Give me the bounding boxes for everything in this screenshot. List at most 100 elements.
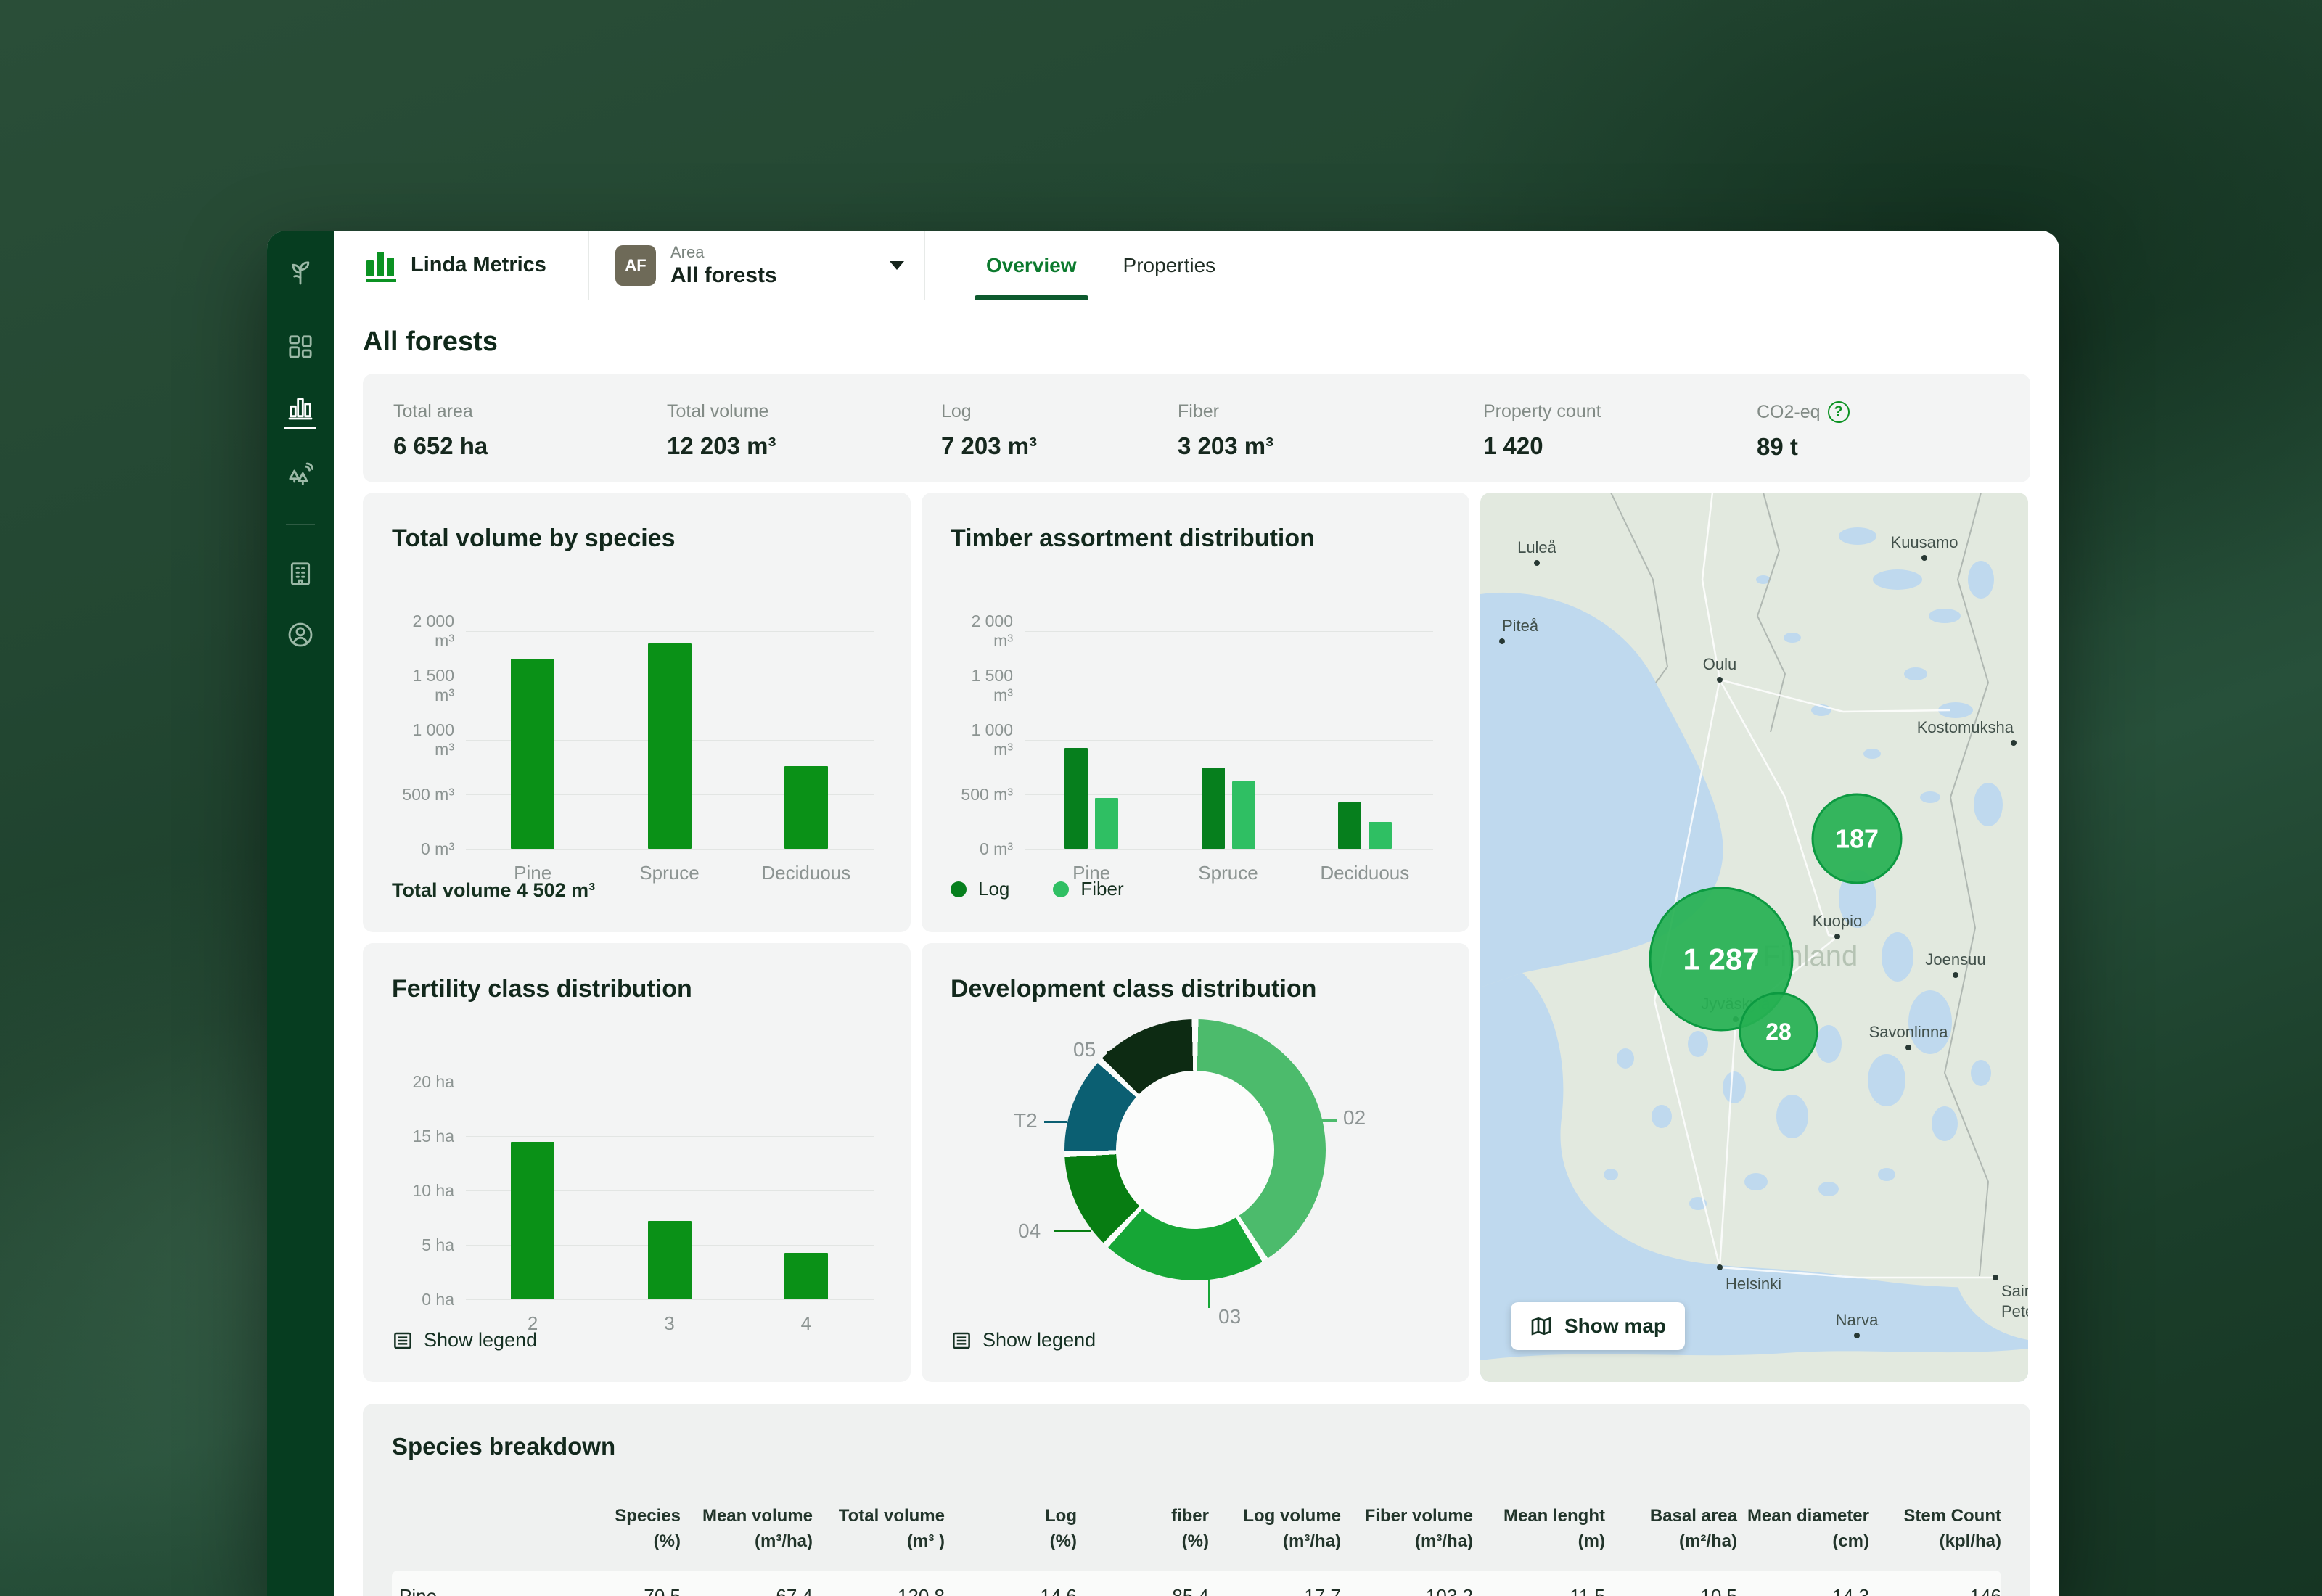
charts-grid: Total volume by species 2 000 m³1 500 m³…	[363, 493, 2030, 1382]
tab-properties[interactable]: Properties	[1123, 231, 1216, 300]
stat-item: Log7 203 m³	[941, 401, 1178, 482]
top-bar: Linda Metrics AF Area All forests Overvi…	[334, 231, 2059, 300]
bar-3	[648, 1221, 692, 1299]
building-icon[interactable]	[284, 558, 316, 590]
y-axis-tick: 5 ha	[392, 1235, 454, 1255]
gridline	[466, 1136, 874, 1137]
city-label: Piteå	[1502, 617, 1539, 635]
bar-chart-logo-icon	[364, 249, 398, 282]
show-legend-button[interactable]: Show legend	[951, 1329, 1096, 1352]
cluster-bubble-187[interactable]: 187	[1813, 794, 1901, 883]
city-label: Kuusamo	[1891, 533, 1958, 551]
city-dot	[1717, 677, 1723, 683]
y-axis-tick: 1 500 m³	[951, 666, 1013, 705]
stat-label: Total area	[393, 401, 667, 422]
table-cell: 103.2	[1341, 1585, 1473, 1596]
table-header-row: Species(%)Mean volume(m³/ha)Total volume…	[392, 1504, 2001, 1555]
legend-list-icon	[951, 1330, 972, 1352]
city-label: Luleå	[1517, 538, 1557, 556]
map-card[interactable]: LuleåPiteåOuluKuusamoKostomukshaKuopioJo…	[1480, 493, 2028, 1382]
chart-card-development-class: Development class distribution 020304T20…	[922, 943, 1469, 1382]
chart-card-fertility-class: Fertility class distribution 20 ha15 ha1…	[363, 943, 911, 1382]
area-avatar: AF	[615, 245, 656, 286]
stat-item: Property count1 420	[1483, 401, 1757, 482]
legend-dot-icon	[1053, 881, 1069, 897]
y-axis-tick: 1 000 m³	[392, 720, 454, 760]
stat-value: 3 203 m³	[1178, 432, 1483, 460]
city-label: Helsinki	[1726, 1275, 1781, 1293]
city-label: Kuopio	[1813, 912, 1863, 930]
finland-map[interactable]: LuleåPiteåOuluKuusamoKostomukshaKuopioJo…	[1480, 493, 2028, 1382]
table-cell: 67.4	[681, 1585, 813, 1596]
donut-slice-label-T2: T2	[1014, 1109, 1038, 1132]
bar-Pine-Fiber	[1095, 798, 1118, 850]
y-axis-tick: 20 ha	[392, 1072, 454, 1092]
table-cell: 11.5	[1473, 1585, 1605, 1596]
y-axis-tick: 2 000 m³	[392, 612, 454, 651]
table-cell: 146	[1869, 1585, 2001, 1596]
stat-value: 12 203 m³	[667, 432, 941, 460]
seedling-icon[interactable]	[284, 257, 316, 289]
stat-item: Fiber 3 203 m³	[1178, 401, 1483, 482]
column-header: Mean volume(m³/ha)	[681, 1504, 813, 1555]
legend-item: Fiber	[1053, 878, 1123, 900]
svg-text:187: 187	[1835, 824, 1879, 854]
legend-item: Log	[951, 878, 1009, 900]
column-header: Stem Count(kpl/ha)	[1869, 1504, 2001, 1555]
tab-overview[interactable]: Overview	[986, 231, 1077, 300]
city-dot	[1953, 972, 1958, 978]
table-cell: 14.3	[1737, 1585, 1869, 1596]
area-label: Area	[670, 243, 890, 262]
x-axis-label: Deciduous	[761, 862, 850, 884]
app-name: Linda Metrics	[411, 253, 546, 277]
table-cell: 85.4	[1077, 1585, 1209, 1596]
y-axis-tick: 0 ha	[392, 1290, 454, 1309]
stat-label: CO2-eq?	[1757, 401, 2030, 423]
x-axis-label: Spruce	[639, 862, 699, 884]
city-label: Oulu	[1703, 655, 1736, 673]
x-axis-label: 4	[801, 1312, 811, 1335]
stat-item: CO2-eq? 89 t	[1757, 401, 2030, 482]
column-header: Mean diameter(cm)	[1737, 1504, 1869, 1555]
table-cell: 10.5	[1605, 1585, 1737, 1596]
column-header: Total volume(m³ )	[813, 1504, 945, 1555]
gridline	[1025, 740, 1433, 741]
svg-text:1 287: 1 287	[1683, 942, 1759, 976]
page-title: All forests	[363, 326, 2030, 358]
account-icon[interactable]	[284, 619, 316, 651]
chevron-down-icon	[890, 261, 904, 270]
show-legend-label: Show legend	[424, 1329, 537, 1352]
chart-title: Fertility class distribution	[392, 975, 882, 1003]
y-axis-tick: 10 ha	[392, 1181, 454, 1201]
city-dot	[1499, 638, 1505, 644]
stat-label: Fiber	[1178, 401, 1483, 422]
cluster-bubble-28[interactable]: 28	[1740, 993, 1817, 1070]
bar-Pine	[511, 659, 554, 850]
x-axis-label: 3	[664, 1312, 674, 1335]
bar-chart-icon[interactable]	[284, 392, 316, 429]
bar-chart-plot: 2 000 m³1 500 m³1 000 m³500 m³0 m³PineSp…	[464, 631, 874, 849]
y-axis-tick: 0 m³	[951, 839, 1013, 859]
city-dot	[1854, 1333, 1860, 1338]
column-header: Log(%)	[945, 1504, 1077, 1555]
dashboard-icon[interactable]	[284, 331, 316, 363]
bar-chart-plot: 2 000 m³1 500 m³1 000 m³500 m³0 m³PineSp…	[1023, 631, 1433, 849]
show-legend-button[interactable]: Show legend	[392, 1329, 537, 1352]
donut-slice-label-03: 03	[1218, 1305, 1241, 1328]
area-selector[interactable]: AF Area All forests	[589, 231, 925, 300]
column-header: Mean lenght(m)	[1473, 1504, 1605, 1555]
show-map-button[interactable]: Show map	[1511, 1302, 1685, 1350]
city-dot	[1534, 560, 1540, 566]
donut-chart: 020304T205	[1064, 1019, 1326, 1280]
stat-value: 89 t	[1757, 433, 2030, 461]
city-dot	[2011, 740, 2017, 746]
leader-line	[1313, 1119, 1337, 1122]
bar-Deciduous-Log	[1338, 802, 1361, 850]
stat-item: Total area6 652 ha	[393, 401, 667, 482]
help-icon[interactable]: ?	[1828, 401, 1850, 423]
forest-signal-icon[interactable]	[284, 458, 316, 490]
table-cell: 120.8	[813, 1585, 945, 1596]
gridline	[466, 631, 874, 632]
chart-card-timber-assortment: Timber assortment distribution 2 000 m³1…	[922, 493, 1469, 932]
stat-item: Total volume12 203 m³	[667, 401, 941, 482]
